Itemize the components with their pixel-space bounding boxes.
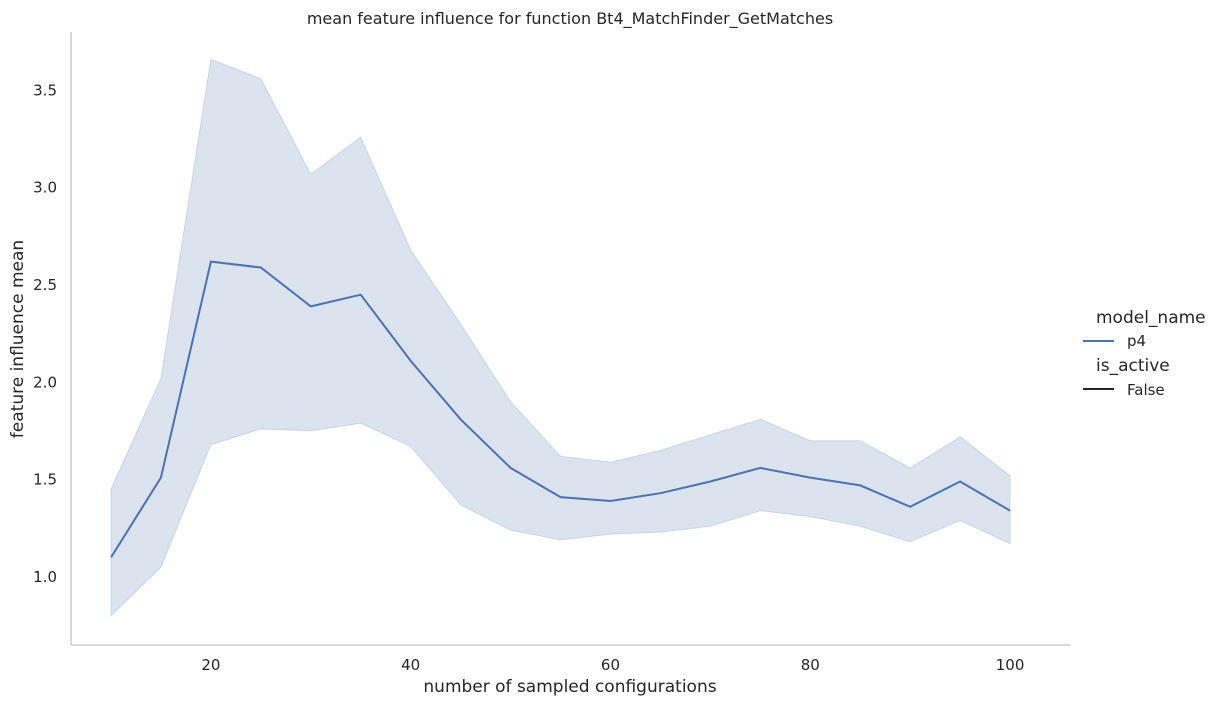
y-tick-label: 3.0 (33, 179, 57, 197)
legend-style-title: is_active (1096, 356, 1170, 376)
legend-false-label: False (1127, 381, 1165, 399)
series-line-p4 (110, 260, 1011, 558)
y-tick-label: 3.5 (33, 81, 57, 99)
y-tick-label: 2.5 (33, 276, 57, 294)
x-tick-label: 60 (601, 656, 620, 674)
x-axis-ticks: 20 40 60 80 100 (201, 656, 1024, 674)
plot-area (110, 58, 1011, 617)
x-axis-label: number of sampled configurations (423, 677, 716, 697)
legend-hue-title: model_name (1096, 308, 1206, 328)
y-tick-label: 1.0 (33, 568, 57, 586)
y-tick-label: 1.5 (33, 471, 57, 489)
y-tick-label: 2.0 (33, 373, 57, 391)
legend: model_name p4 is_active False (1083, 308, 1206, 399)
x-tick-label: 40 (401, 656, 420, 674)
chart-title: mean feature influence for function Bt4_… (307, 9, 833, 29)
legend-p4-label: p4 (1127, 332, 1146, 350)
x-tick-label: 20 (201, 656, 220, 674)
y-axis-ticks: 1.0 1.5 2.0 2.5 3.0 3.5 (33, 81, 57, 586)
x-tick-label: 100 (996, 656, 1025, 674)
confidence-band (110, 58, 1011, 617)
x-tick-label: 80 (801, 656, 820, 674)
y-axis-label: feature influence mean (8, 240, 28, 438)
